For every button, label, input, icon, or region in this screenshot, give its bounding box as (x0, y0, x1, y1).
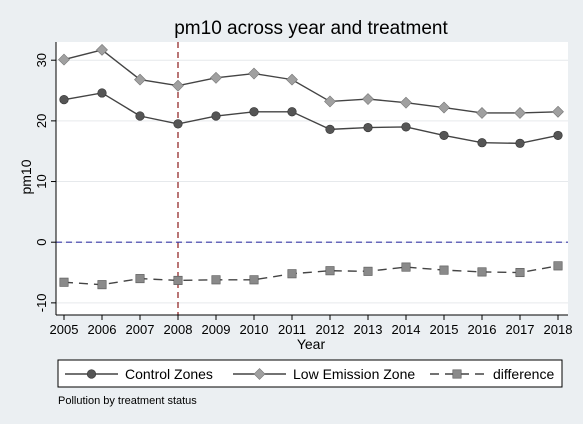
y-tick-label: -10 (34, 293, 49, 312)
x-tick-label: 2008 (164, 322, 193, 337)
x-tick-label: 2009 (202, 322, 231, 337)
data-point (248, 67, 260, 80)
data-point (135, 111, 145, 121)
data-point (362, 93, 374, 105)
data-point (477, 267, 487, 277)
data-point (553, 261, 563, 271)
y-tick-label: 10 (34, 174, 49, 188)
data-point (211, 111, 221, 121)
legend-item-2: difference (430, 366, 554, 382)
data-point (439, 130, 449, 141)
data-point (287, 107, 297, 117)
series-2 (59, 261, 563, 290)
data-point (477, 138, 487, 148)
data-point (438, 101, 450, 114)
data-point (249, 107, 259, 117)
legend-item-0: Control Zones (65, 366, 213, 382)
data-point (515, 268, 525, 278)
legend: Control Zones Low Emission Zone difference (57, 359, 563, 388)
x-axis-label: Year (297, 336, 326, 352)
data-point (287, 269, 297, 279)
legend-marker (253, 368, 266, 380)
x-tick-label: 2015 (430, 322, 459, 337)
legend-marker (86, 369, 97, 379)
data-point (97, 88, 107, 98)
plot-area (56, 42, 568, 315)
x-tick-label: 2013 (354, 322, 383, 337)
data-point (249, 275, 259, 285)
series-1 (58, 43, 564, 119)
data-point (58, 53, 70, 66)
x-tick-label: 2010 (240, 322, 269, 337)
data-point (552, 105, 564, 118)
series-line (63, 92, 559, 145)
data-point (401, 262, 411, 272)
data-point (363, 122, 373, 133)
series (58, 43, 564, 290)
data-point (324, 95, 336, 108)
x-tick-label: 2011 (278, 322, 306, 337)
x-tick-label: 2007 (126, 322, 155, 337)
x-tick-label: 2017 (506, 322, 535, 337)
data-point (134, 73, 146, 86)
data-point (211, 275, 221, 285)
data-point (363, 266, 373, 276)
data-point (96, 43, 108, 56)
legend-marker (452, 369, 462, 379)
data-point (325, 124, 335, 134)
data-point (135, 274, 145, 284)
y-tick-label: 20 (34, 114, 49, 128)
data-point (286, 73, 298, 86)
series-0 (59, 88, 563, 148)
data-point (400, 96, 412, 109)
data-point (59, 95, 69, 105)
data-point (439, 265, 449, 275)
data-point (514, 107, 526, 119)
chart-note: Pollution by treatment status (58, 395, 197, 407)
legend-label: Control Zones (125, 366, 213, 382)
series-line (63, 49, 559, 114)
data-point (476, 107, 488, 119)
x-tick-label: 2012 (316, 322, 345, 337)
x-tick-label: 2005 (50, 322, 79, 337)
data-point (210, 71, 222, 84)
legend-label: Low Emission Zone (293, 366, 415, 382)
data-point (173, 275, 183, 285)
legend-item-1: Low Emission Zone (233, 366, 415, 382)
chart-title: pm10 across year and treatment (174, 18, 448, 39)
data-point (553, 130, 563, 141)
x-tick-label: 2016 (468, 322, 497, 337)
x-tick-label: 2006 (88, 322, 117, 337)
y-axis-label: pm10 (18, 159, 34, 194)
axes: -10 0 10 20 30 2005 2006 2007 2008 2009 2010 2011 20… (34, 42, 572, 337)
x-tick-label: 2014 (392, 322, 421, 337)
data-point (173, 119, 183, 129)
data-point (515, 138, 525, 148)
data-point (325, 266, 335, 276)
data-point (59, 277, 69, 287)
data-point (97, 280, 107, 290)
series-line (63, 265, 559, 286)
y-tick-label: 0 (34, 239, 49, 246)
data-point (172, 79, 184, 92)
y-tick-label: 30 (34, 53, 49, 67)
legend-label: difference (493, 366, 554, 382)
x-tick-label: 2018 (544, 322, 573, 337)
data-point (401, 122, 411, 132)
